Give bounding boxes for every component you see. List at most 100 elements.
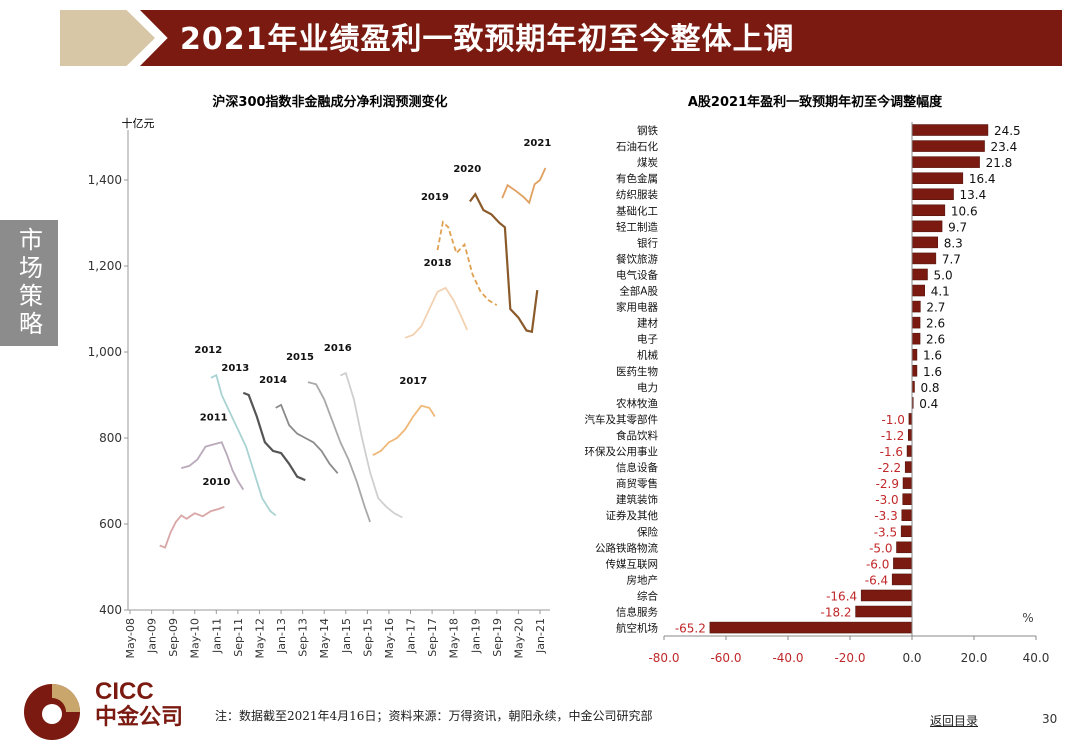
series-line-2012 xyxy=(210,373,277,517)
value-label: 16.4 xyxy=(969,172,996,186)
value-label: -18.2 xyxy=(821,606,852,620)
bar xyxy=(709,621,913,634)
x-tick-label: Jan-11 xyxy=(210,618,223,654)
category-label: 银行 xyxy=(637,236,658,249)
value-label: -3.0 xyxy=(875,493,898,507)
category-label: 证券及其他 xyxy=(606,509,659,522)
value-label: -6.4 xyxy=(865,573,888,587)
category-label: 信息设备 xyxy=(616,461,658,474)
bar xyxy=(891,573,913,586)
series-label-2020: 2020 xyxy=(453,164,481,175)
value-label: 2.6 xyxy=(926,317,945,331)
category-label: 建材 xyxy=(637,317,658,330)
bar xyxy=(904,461,913,473)
series-label-2011: 2011 xyxy=(200,412,228,423)
value-label: 13.4 xyxy=(960,188,987,202)
series-label-2014: 2014 xyxy=(259,375,287,386)
value-label: -3.3 xyxy=(874,509,897,523)
x-tick-label: May-08 xyxy=(124,618,137,659)
category-label: 全部A股 xyxy=(619,285,658,298)
series-label-2018: 2018 xyxy=(424,258,452,269)
value-label: 24.5 xyxy=(994,124,1021,138)
x-tick-label: Jan-09 xyxy=(146,618,159,654)
category-label: 电气设备 xyxy=(616,268,658,281)
series-label-2016: 2016 xyxy=(324,343,352,354)
bar xyxy=(896,541,913,554)
series-line-2017 xyxy=(372,404,436,456)
x-tick-label: Sep-09 xyxy=(167,618,180,657)
category-label: 电子 xyxy=(637,333,658,346)
series-label-2013: 2013 xyxy=(221,363,249,374)
x-tick-label: -20.0 xyxy=(834,651,865,665)
source-note: 注：数据截至2021年4月16日；资料来源：万得资讯，朝阳永续，中金公司研究部 xyxy=(215,709,653,723)
series-label-2015: 2015 xyxy=(286,352,314,363)
category-label: 商贸零售 xyxy=(616,477,658,490)
x-tick-label: May-20 xyxy=(512,618,525,659)
chart-title: A股2021年盈利一致预期年初至今调整幅度 xyxy=(688,94,943,110)
category-label: 传媒互联网 xyxy=(606,557,659,570)
value-label: 7.7 xyxy=(942,252,961,266)
x-tick-label: -60.0 xyxy=(710,651,741,665)
x-tick-label: Jan-17 xyxy=(405,618,418,654)
category-label: 轻工制造 xyxy=(616,220,658,233)
value-label: -2.9 xyxy=(876,477,899,491)
bar xyxy=(911,156,980,168)
y-axis-label: 十亿元 xyxy=(122,116,155,130)
x-tick-label: Sep-15 xyxy=(361,618,374,657)
x-tick-label: Sep-11 xyxy=(232,618,245,657)
value-label: -2.2 xyxy=(878,461,901,475)
value-label: -16.4 xyxy=(826,589,857,603)
x-tick-label: -40.0 xyxy=(772,651,803,665)
x-tick-label: May-18 xyxy=(448,618,461,659)
x-tick-label: May-14 xyxy=(318,618,331,659)
bar xyxy=(911,140,985,152)
x-tick-label: Jan-19 xyxy=(469,618,482,654)
series-line-2016 xyxy=(340,371,403,519)
series-label-2019: 2019 xyxy=(421,192,449,203)
series-label-2012: 2012 xyxy=(194,345,222,356)
category-label: 电力 xyxy=(637,381,658,394)
y-tick-label: 800 xyxy=(99,431,122,445)
bar xyxy=(908,429,913,441)
bar xyxy=(911,188,954,200)
value-label: -6.0 xyxy=(866,557,889,571)
series-line-2011 xyxy=(181,441,245,491)
x-tick-label: Jan-21 xyxy=(534,618,547,654)
bar xyxy=(855,605,913,618)
category-label: 基础化工 xyxy=(616,204,658,217)
section-tab[interactable]: 市场策略 xyxy=(0,220,58,346)
page-title: 2021年业绩盈利一致预期年初至今整体上调 xyxy=(180,22,795,57)
back-to-contents-link[interactable]: 返回目录 xyxy=(930,714,979,728)
x-tick-label: 20.0 xyxy=(961,651,988,665)
category-label: 食品饮料 xyxy=(616,429,658,442)
x-tick-label: 40.0 xyxy=(1023,651,1050,665)
cicc-logo-icon xyxy=(24,684,80,740)
y-tick-label: 400 xyxy=(99,603,122,617)
category-label: 公路铁路物流 xyxy=(595,541,658,554)
bar xyxy=(911,220,943,233)
bar xyxy=(911,348,918,361)
bar xyxy=(902,477,913,489)
bar xyxy=(902,493,913,505)
x-tick-label: Sep-13 xyxy=(297,618,310,657)
bar xyxy=(860,589,913,602)
x-tick-label: 0.0 xyxy=(902,651,921,665)
series-line-2010 xyxy=(159,505,225,549)
value-label: 10.6 xyxy=(951,204,978,218)
category-label: 综合 xyxy=(637,589,658,602)
bar xyxy=(911,172,964,184)
value-label: 21.8 xyxy=(986,156,1013,170)
value-label: -65.2 xyxy=(675,622,706,636)
category-label: 有色金属 xyxy=(616,172,658,185)
category-label: 餐饮旅游 xyxy=(616,252,658,265)
bar xyxy=(906,445,913,457)
series-line-2013 xyxy=(242,391,306,482)
series-line-2019 xyxy=(436,220,498,306)
x-tick-label: Jan-13 xyxy=(275,618,288,654)
value-label: -3.5 xyxy=(874,525,897,539)
value-label: 9.7 xyxy=(948,220,967,234)
value-label: -1.6 xyxy=(880,445,903,459)
